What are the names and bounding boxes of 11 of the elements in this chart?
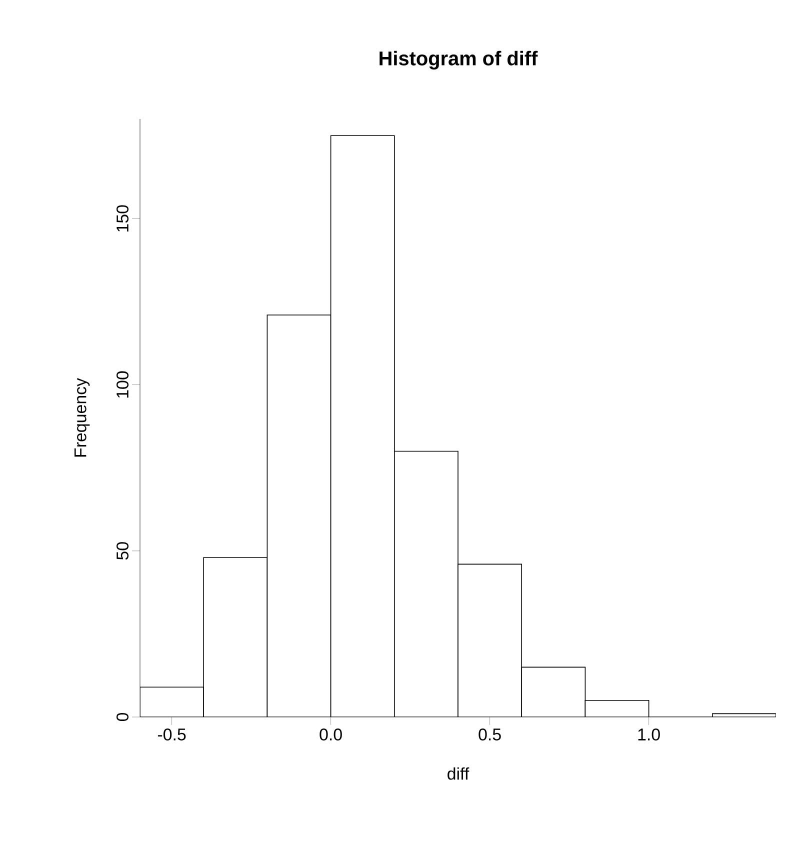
chart-title: Histogram of diff [380, 50, 538, 70]
x-axis-title: diff [448, 767, 470, 780]
x-tick-label: 1.0 [638, 728, 660, 740]
y-tick-label: 150 [116, 205, 129, 232]
y-tick-label: 100 [116, 371, 129, 398]
x-tick-label: 0.0 [320, 728, 342, 740]
y-tick-label: 0 [116, 712, 129, 722]
x-tick-label: -0.5 [158, 728, 186, 740]
y-axis-title: Frequency [74, 378, 90, 457]
y-tick-label: 50 [116, 542, 129, 560]
x-tick-label: 0.5 [478, 728, 501, 740]
